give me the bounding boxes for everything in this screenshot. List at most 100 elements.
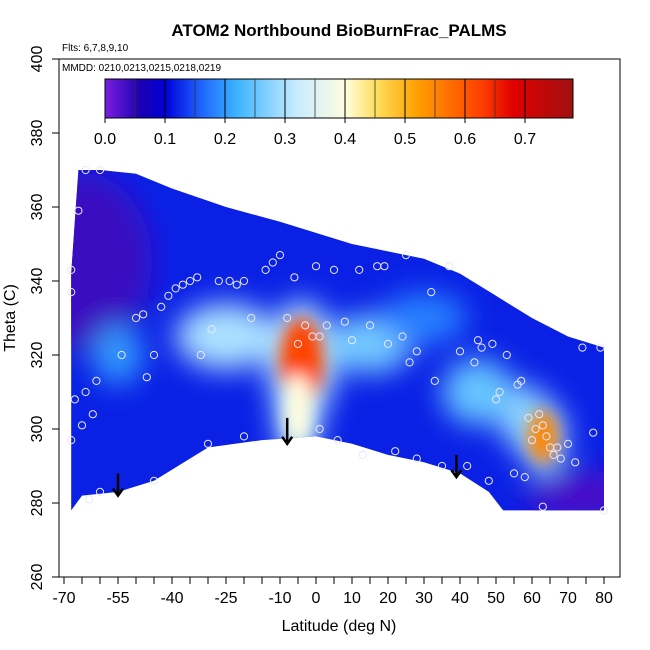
- colorbar-tick-label: 0.2: [214, 131, 236, 148]
- observation-point: [589, 428, 598, 437]
- colorbar-tick-label: 0.4: [334, 131, 356, 148]
- observation-point: [430, 376, 439, 385]
- observation-point: [538, 502, 547, 511]
- observation-point: [290, 273, 299, 282]
- y-tick-label: 280: [29, 490, 46, 517]
- observation-point: [225, 276, 234, 286]
- y-tick-label: 300: [29, 416, 46, 443]
- observation-point: [157, 302, 166, 311]
- x-tick-label: -70: [52, 590, 75, 607]
- observation-point: [535, 410, 544, 419]
- flight-arrow: [450, 454, 463, 480]
- observation-point: [391, 447, 400, 456]
- observation-point: [520, 473, 529, 482]
- observation-point: [578, 343, 587, 352]
- colorbar-tick-label: 0.6: [454, 131, 476, 148]
- observation-point: [74, 206, 83, 215]
- x-tick-label: 20: [379, 590, 397, 607]
- x-tick-label: 50: [487, 590, 505, 607]
- observation-point: [196, 350, 205, 360]
- observation-point: [117, 350, 126, 360]
- observation-point: [502, 350, 511, 360]
- observation-point: [315, 424, 324, 434]
- y-tick-label: 400: [29, 46, 46, 73]
- observation-point: [261, 265, 270, 274]
- observation-point: [239, 276, 249, 286]
- y-tick-label: 340: [29, 268, 46, 295]
- colorbar-tick-label: 0.7: [514, 131, 536, 148]
- observation-point: [247, 313, 256, 323]
- observation-point: [524, 413, 533, 422]
- observation-point: [315, 332, 324, 341]
- observation-point: [85, 495, 94, 504]
- flight-arrow: [111, 473, 125, 498]
- observation-point: [149, 476, 159, 485]
- observation-point: [405, 358, 414, 367]
- observation-point: [427, 288, 436, 297]
- y-tick-label: 360: [29, 194, 46, 221]
- observation-point: [542, 432, 551, 441]
- x-axis: -70 -55 -40 -25 -10 0 10 20 30 40 50 60 70 80: [52, 577, 613, 607]
- observation-point: [412, 454, 421, 463]
- observation-point: [142, 373, 151, 382]
- field-region: [526, 470, 604, 511]
- field-blob: [380, 292, 468, 344]
- y-axis: 260 280 300 320 340 360 380 400: [29, 46, 59, 591]
- field-blob: [442, 358, 514, 426]
- field-blob: [175, 303, 277, 370]
- x-tick-label: -10: [268, 590, 291, 607]
- mmdd-note: MMDD: 0210,0213,0215,0218,0219: [62, 63, 221, 74]
- observation-point: [538, 421, 547, 430]
- observation-point: [491, 395, 501, 404]
- observation-point: [509, 469, 519, 478]
- observation-point: [571, 458, 580, 467]
- observation-point: [380, 262, 389, 271]
- y-tick-label: 260: [29, 564, 46, 591]
- x-tick-label: 70: [559, 590, 577, 607]
- observation-point: [470, 358, 479, 367]
- observation-point: [563, 439, 573, 448]
- observation-point: [412, 347, 421, 356]
- observation-point: [473, 336, 483, 345]
- field-blob: [283, 373, 313, 448]
- chart-title: ATOM2 Northbound BioBurnFrac_PALMS: [171, 21, 506, 40]
- observation-point: [178, 280, 187, 289]
- observation-point: [268, 258, 277, 267]
- observation-point: [232, 280, 241, 289]
- x-tick-label: -25: [214, 590, 237, 607]
- observation-point: [477, 343, 486, 352]
- observation-point: [347, 336, 357, 345]
- observation-point: [549, 450, 558, 459]
- observation-point: [488, 339, 497, 348]
- observation-point: [193, 273, 202, 282]
- observation-point: [517, 376, 526, 385]
- flights-note: Flts: 6,7,8,9,10: [62, 43, 129, 54]
- observation-point: [214, 276, 223, 286]
- x-tick-label: 0: [312, 590, 321, 607]
- x-tick-label: -55: [106, 590, 129, 607]
- observation-points: [67, 165, 609, 515]
- observation-point: [171, 284, 180, 293]
- colorbar-tick-label: 0.5: [394, 131, 416, 148]
- x-axis-label: Latitude (deg N): [282, 618, 397, 635]
- colorbar-tick-label: 0.1: [154, 131, 176, 148]
- observation-point: [283, 313, 292, 323]
- flight-arrows: [111, 417, 463, 498]
- observation-point: [553, 443, 562, 452]
- observation-point: [527, 436, 537, 445]
- observation-point: [401, 251, 411, 260]
- observation-point: [81, 387, 90, 397]
- observation-point: [437, 461, 447, 471]
- x-tick-label: 80: [595, 590, 613, 607]
- observation-point: [92, 376, 101, 385]
- observation-point: [207, 325, 216, 334]
- observation-point: [67, 436, 76, 445]
- x-tick-label: -40: [160, 590, 183, 607]
- observation-point: [599, 506, 609, 515]
- observation-point: [556, 454, 565, 463]
- observation-point: [311, 262, 321, 271]
- y-tick-label: 380: [29, 120, 46, 147]
- observation-point: [358, 450, 367, 459]
- observation-point: [95, 487, 105, 496]
- observation-point: [139, 310, 148, 319]
